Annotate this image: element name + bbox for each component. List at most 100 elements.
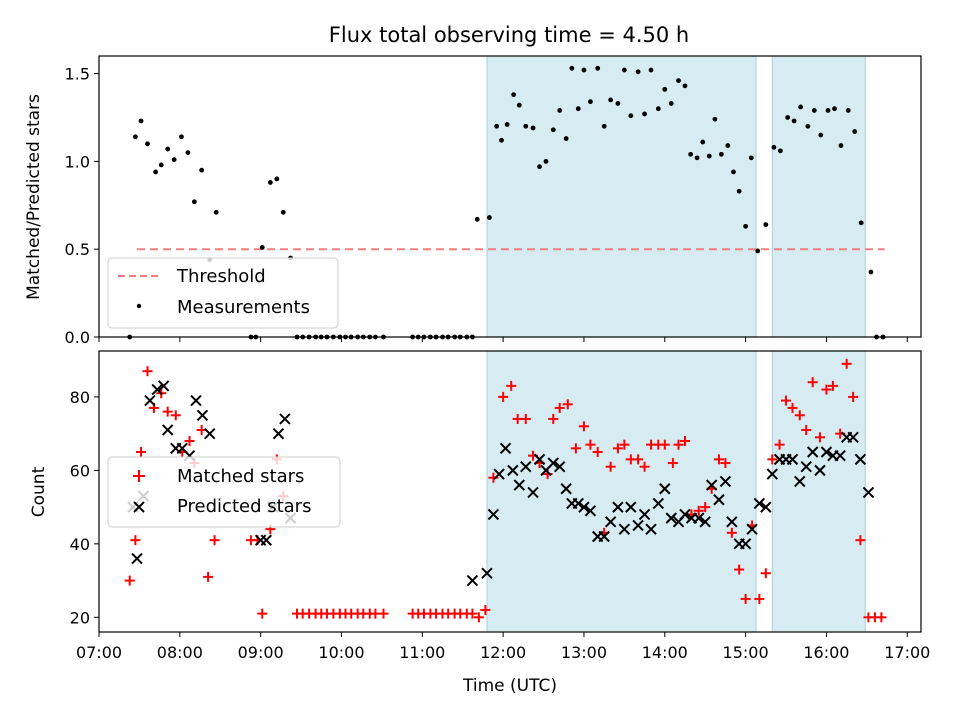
measurement-point (777, 148, 783, 154)
matched-star-point (679, 435, 690, 446)
measurement-point (191, 199, 197, 205)
bottom-y-tick-label: 20 (70, 608, 90, 627)
measurement-point (199, 167, 205, 173)
measurement-point (825, 108, 831, 113)
matched-star-point (548, 413, 559, 424)
top-legend-threshold-label: Threshold (176, 266, 266, 287)
measurement-point (494, 123, 500, 129)
matched-star-point (821, 384, 832, 395)
top-legend-measurements-label: Measurements (177, 297, 310, 318)
bottom-legend-matched-swatch (133, 470, 145, 482)
matched-star-point (570, 443, 581, 454)
predicted-star-point (131, 552, 143, 565)
measurement-point (755, 248, 761, 254)
measurement-point (731, 169, 736, 175)
measurement-point (171, 157, 177, 163)
matched-star-point (619, 439, 630, 450)
matched-star-point (136, 447, 147, 458)
bottom-x-tick-label: 13:00 (561, 643, 607, 662)
predicted-star-point (746, 523, 758, 535)
measurement-point (791, 118, 797, 124)
matched-star-point (767, 454, 778, 465)
bottom-x-tick-label: 14:00 (642, 643, 688, 662)
measurement-point (615, 101, 621, 106)
predicted-star-point (760, 501, 772, 513)
predicted-star-point (554, 460, 566, 473)
bottom-x-tick-label: 08:00 (157, 643, 203, 662)
predicted-star-point (487, 508, 500, 521)
predicted-star-point (493, 468, 505, 480)
measurement-point (474, 216, 480, 222)
predicted-star-point (665, 512, 677, 524)
bottom-axes-frame (98, 350, 922, 633)
matched-star-point (807, 377, 818, 388)
measurement-point (832, 106, 837, 112)
matched-star-point (257, 608, 268, 619)
measurement-point (499, 137, 504, 143)
predicted-star-point (260, 534, 273, 546)
top-y-axis-label: Matched/Predicted stars (24, 94, 44, 300)
predicted-star-point (547, 457, 559, 469)
bottom-x-tick-label: 15:00 (723, 643, 769, 662)
top-y-tick-label: 0.5 (65, 240, 90, 259)
measurement-point (550, 127, 556, 133)
matched-star-point (814, 432, 825, 443)
measurement-point (648, 67, 654, 73)
measurement-point (530, 125, 536, 131)
bottom-y-tick-label: 60 (70, 461, 90, 480)
bottom-legend-box (107, 456, 341, 528)
measurement-point (805, 123, 811, 129)
predicted-star-point (513, 479, 526, 491)
predicted-star-point (190, 394, 202, 407)
matched-star-point (740, 593, 751, 604)
bottom-x-tick-label: 12:00 (480, 643, 526, 662)
measurement-point (563, 136, 569, 141)
measurement-point (688, 151, 694, 157)
predicted-star-point (705, 479, 718, 491)
matched-star-point (774, 439, 785, 450)
predicted-star-point (578, 501, 590, 513)
bottom-y-tick-label: 40 (70, 535, 90, 554)
matched-star-point (827, 380, 838, 391)
measurement-point (712, 116, 718, 122)
predicted-star-point (598, 530, 610, 543)
x-axis-label: Time (UTC) (462, 676, 557, 696)
bottom-legend: Matched stars Predicted stars (107, 456, 341, 528)
matched-star-point (633, 454, 644, 465)
predicted-star-point (699, 516, 711, 528)
measurement-point (635, 69, 641, 75)
matched-star-point (170, 410, 181, 421)
measurement-point (852, 129, 858, 134)
measurement-point (642, 111, 647, 117)
measurement-point (486, 215, 492, 220)
bottom-y-ticks: 20 40 60 80 (70, 388, 99, 627)
measurement-point (771, 144, 777, 150)
measurement-point (736, 188, 742, 194)
measurement-point (523, 123, 529, 129)
matched-star-point (473, 612, 484, 623)
predicted-star-point (652, 497, 665, 510)
measurement-point (748, 155, 754, 161)
matched-star-point (203, 571, 214, 582)
measurement-point (132, 134, 138, 140)
predicted-star-point (766, 468, 778, 480)
top-legend-measurements-swatch (136, 303, 142, 309)
predicted-star-point (632, 519, 644, 532)
measurement-point (581, 67, 587, 73)
measurement-point (543, 158, 549, 164)
predicted-star-point (279, 413, 291, 425)
measurement-point (694, 155, 700, 161)
measurement-point (838, 143, 844, 148)
matched-star-point (848, 391, 859, 402)
matched-star-point (480, 604, 491, 615)
matched-star-point (760, 568, 771, 579)
measurement-point (516, 102, 522, 108)
predicted-star-point (618, 523, 631, 535)
matched-star-point (673, 439, 684, 450)
predicted-star-point (834, 449, 846, 462)
predicted-star-point (719, 475, 732, 488)
predicted-star-point (520, 460, 532, 473)
bottom-panel: 07:00 08:00 09:00 10:00 11:00 12:00 13:00 14:00… (29, 350, 930, 696)
predicted-star-point (151, 383, 163, 396)
